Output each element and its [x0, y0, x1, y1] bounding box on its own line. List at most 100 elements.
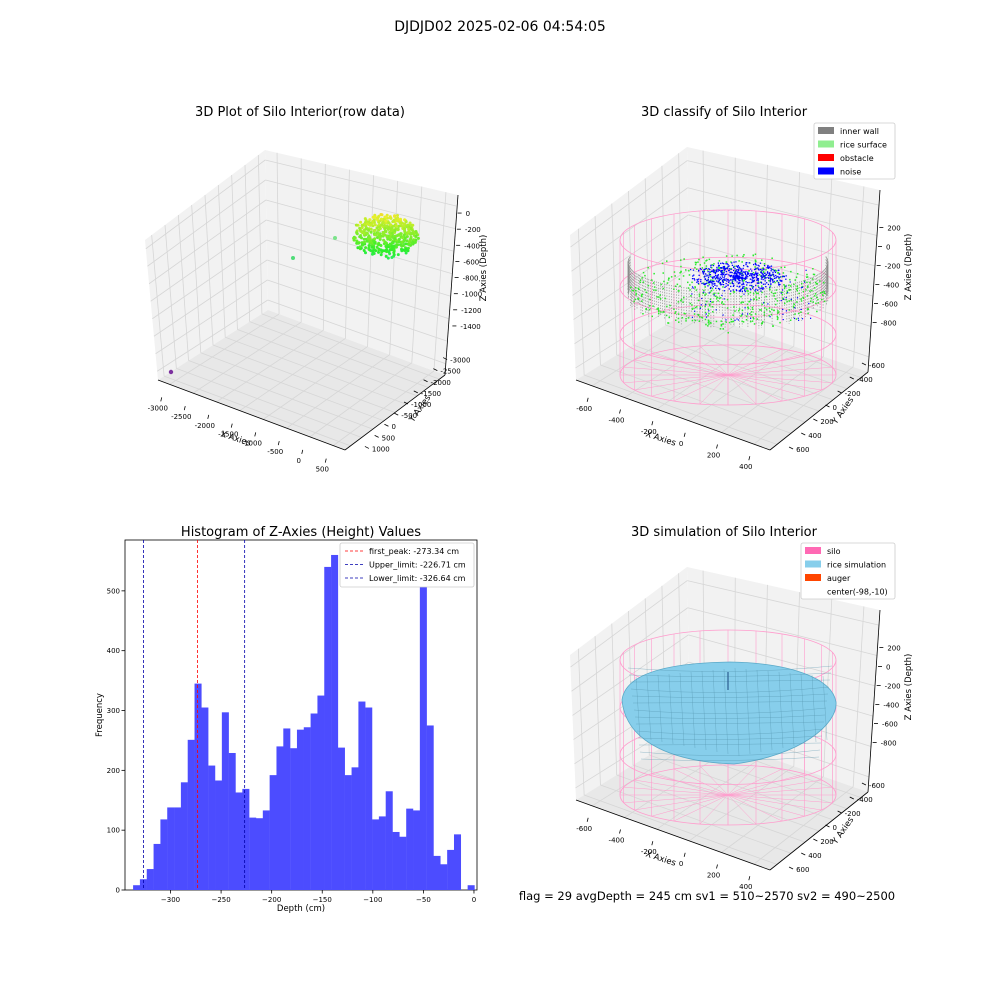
rice-surface-point — [790, 270, 792, 273]
histogram-bar — [194, 683, 202, 890]
rice-surface-point — [782, 298, 784, 300]
raw-point — [377, 250, 380, 254]
noise-point — [740, 277, 742, 280]
rice-surface-point — [719, 328, 722, 330]
rice-surface-point — [806, 273, 808, 276]
y-tick-label: 400 — [808, 852, 821, 860]
noise-point — [725, 267, 727, 269]
noise-point — [770, 283, 772, 286]
rice-surface-point — [697, 299, 700, 302]
rice-surface-point — [823, 290, 825, 293]
silo-floor-spoke — [673, 348, 729, 376]
rice-surface-point — [720, 320, 722, 322]
rice-surface-point — [728, 321, 731, 324]
raw-point — [392, 219, 396, 223]
noise-point — [709, 271, 711, 273]
noise-point — [750, 299, 752, 301]
noise-point — [724, 275, 726, 277]
rice-surface-point — [806, 286, 809, 288]
noise-point — [717, 280, 719, 282]
rice-surface-point — [691, 281, 693, 284]
noise-point — [749, 288, 751, 290]
rice-surface-point — [763, 314, 766, 316]
y-tick-mark — [788, 866, 794, 870]
rice-mesh-line — [734, 667, 740, 757]
rice-mesh-line — [701, 670, 707, 751]
noise-point — [716, 268, 718, 270]
rice-surface-point — [761, 259, 763, 261]
y-tick-label: 0 — [391, 423, 395, 431]
rice-surface-point — [788, 284, 790, 287]
rice-surface-point — [751, 311, 753, 313]
histogram-reference-lines — [143, 540, 246, 890]
rice-surface-point — [744, 288, 746, 290]
noise-point — [740, 269, 743, 271]
raw-point — [397, 240, 401, 244]
noise-point — [741, 278, 743, 280]
noise-point — [767, 274, 770, 277]
noise-point — [773, 274, 775, 276]
rice-surface-point — [800, 300, 803, 302]
grid-line — [687, 580, 880, 626]
simulation-z-axis-label: Z Axies (Depth) — [904, 654, 914, 721]
noise-point — [736, 277, 738, 279]
x-tick-label: −250 — [211, 896, 230, 904]
grid-line — [852, 186, 865, 367]
rice-surface-point — [707, 321, 710, 324]
rice-surface-point — [741, 273, 744, 275]
histogram-title: Histogram of Z-Axies (Height) Values — [181, 525, 421, 540]
rice-surface-point — [698, 258, 700, 261]
rice-surface-point — [673, 308, 675, 310]
legend-label: inner wall — [840, 127, 879, 136]
grid-line — [267, 279, 448, 342]
noise-point — [751, 281, 753, 283]
rice-surface-point — [807, 312, 809, 315]
raw-point — [389, 223, 393, 227]
panel-raw-title: 3D Plot of Silo Interior(row data) — [195, 105, 405, 120]
noise-point — [773, 275, 775, 278]
rice-surface-point — [751, 285, 753, 288]
rice-surface-point — [675, 319, 677, 321]
x-tick-label: 500 — [316, 466, 329, 474]
noise-point — [729, 271, 731, 274]
noise-point — [746, 277, 748, 279]
rice-mesh-line — [639, 749, 821, 756]
noise-point — [717, 265, 720, 267]
rice-surface-point — [648, 308, 651, 311]
y-tick-label: 600 — [796, 446, 809, 454]
noise-point — [724, 270, 726, 272]
rice-surface-point — [717, 300, 719, 302]
histogram-bar — [385, 791, 393, 890]
y-tick-mark — [849, 796, 854, 800]
footer-stats: flag = 29 avgDepth = 245 cm sv1 = 510~25… — [519, 889, 895, 903]
raw-point — [378, 219, 382, 223]
raw-point — [392, 244, 396, 248]
noise-point — [738, 275, 740, 277]
raw-point — [404, 242, 408, 246]
noise-point — [717, 276, 719, 278]
classify-z-ticks: 200 0 -200 -400 -600 -800 — [872, 225, 901, 328]
noise-point — [723, 268, 725, 270]
noise-point — [738, 277, 740, 279]
grid-line — [411, 186, 423, 363]
rice-surface-point — [776, 315, 779, 318]
grid-line — [577, 648, 585, 796]
noise-point — [721, 262, 724, 264]
noise-point — [733, 276, 735, 278]
noise-point — [737, 265, 739, 267]
silo-floor-spoke — [623, 366, 729, 376]
noise-point — [731, 281, 733, 283]
rice-surface-point — [749, 291, 752, 294]
rice-surface-point — [707, 314, 709, 317]
grid-line — [600, 364, 792, 434]
rice-surface-point — [647, 266, 649, 269]
noise-point — [717, 278, 719, 280]
raw-point — [399, 243, 403, 247]
raw-point — [388, 235, 392, 239]
silo-floor-spoke — [727, 794, 757, 825]
rice-surface-point — [770, 313, 773, 316]
rice-surface-point — [740, 295, 742, 298]
noise-point — [694, 310, 696, 312]
rice-mesh-line — [634, 714, 826, 719]
noise-point — [708, 280, 710, 283]
